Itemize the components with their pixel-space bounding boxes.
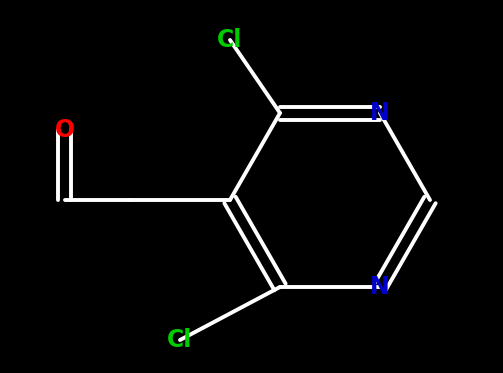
Text: Cl: Cl (167, 328, 193, 352)
Text: N: N (370, 275, 390, 299)
Text: O: O (55, 118, 75, 142)
Text: N: N (370, 101, 390, 125)
Text: Cl: Cl (217, 28, 242, 52)
